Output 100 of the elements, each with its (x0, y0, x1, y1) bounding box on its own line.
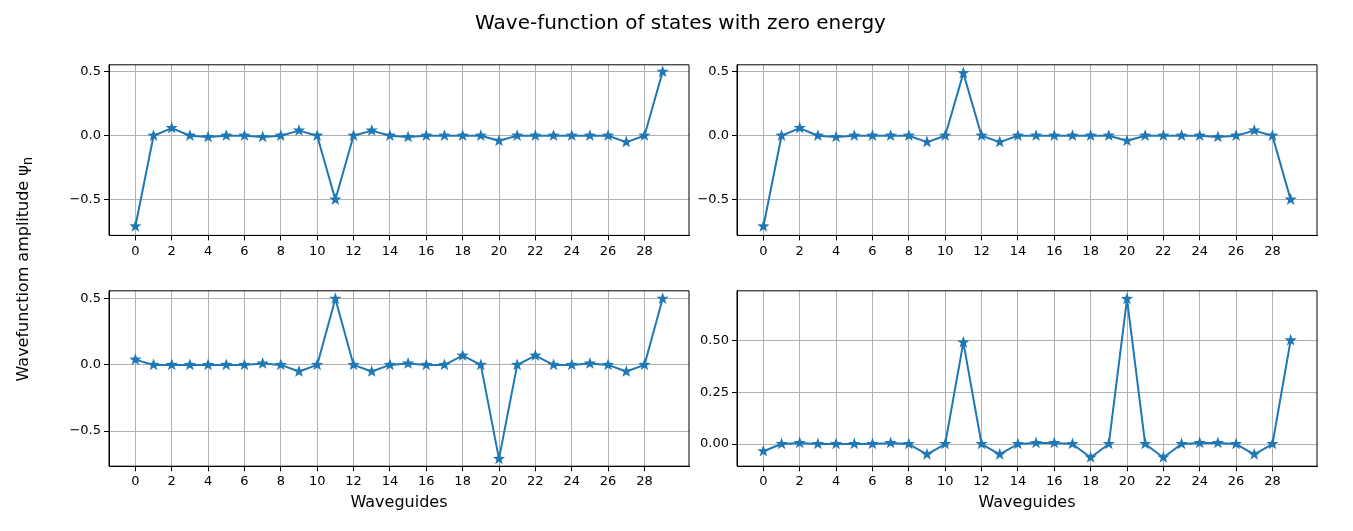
point (256, 357, 269, 369)
x-tick-label: 14 (381, 242, 399, 258)
x-tick-label: 10 (308, 242, 326, 258)
point (365, 365, 378, 377)
point (420, 129, 433, 141)
x-tick-label: 10 (308, 473, 326, 489)
x-tick-label: 6 (868, 473, 877, 489)
point (920, 447, 934, 460)
x-tick-label: 0 (759, 242, 768, 258)
x-tick-label: 2 (167, 473, 176, 489)
point (311, 129, 324, 141)
point (1211, 436, 1225, 449)
point (565, 358, 578, 371)
point (165, 121, 178, 134)
x-tick-label: 12 (345, 473, 362, 489)
point (511, 358, 524, 371)
point (1139, 437, 1152, 450)
x-tick-label: 16 (1046, 242, 1063, 258)
point (1011, 129, 1025, 141)
x-tick-label: 0 (131, 242, 140, 258)
y-tick-label: −0.5 (69, 190, 101, 206)
point (829, 437, 843, 450)
x-tick-label: 6 (240, 242, 249, 258)
point (1102, 129, 1115, 141)
point (1266, 437, 1279, 450)
point (975, 129, 988, 141)
x-tick-label: 14 (1009, 242, 1027, 258)
point (1193, 436, 1206, 449)
point (902, 129, 915, 141)
point (957, 66, 970, 79)
point (583, 129, 597, 141)
x-tick-label: 4 (831, 473, 841, 489)
x-tick-label: 24 (1191, 242, 1208, 258)
point (975, 437, 988, 450)
point (939, 437, 952, 450)
x-tick-label: 4 (203, 473, 213, 489)
x-axis-title: Waveguides (978, 491, 1076, 511)
x-axis-title: Waveguides (350, 491, 448, 511)
y-tick-label: −0.5 (69, 422, 101, 438)
point (511, 129, 524, 141)
x-tick-label: 14 (1009, 473, 1027, 489)
point (1029, 436, 1043, 449)
point (547, 129, 560, 141)
point (638, 129, 651, 141)
point (1193, 129, 1206, 141)
point (329, 292, 342, 304)
point (793, 121, 806, 134)
point (1120, 134, 1134, 147)
y-tick-label: 0.5 (80, 290, 101, 306)
point (1120, 292, 1134, 305)
x-tick-label: 12 (973, 242, 990, 258)
point (438, 358, 451, 371)
point (129, 219, 142, 232)
point (848, 437, 861, 450)
x-tick-label: 6 (240, 473, 249, 489)
point (274, 129, 287, 141)
y-tick-label: 0.0 (80, 127, 101, 143)
x-tick-label: 2 (167, 242, 176, 258)
x-tick-label: 20 (1118, 242, 1136, 258)
point (957, 335, 970, 348)
point (256, 130, 269, 143)
point (1229, 437, 1243, 450)
point (274, 358, 287, 371)
point (347, 358, 360, 371)
point (474, 358, 487, 371)
point (638, 358, 651, 371)
point (147, 129, 160, 141)
point (775, 437, 788, 450)
x-tick-label: 22 (527, 473, 544, 489)
x-tick-label: 2 (795, 242, 804, 258)
point (311, 358, 324, 371)
point (866, 129, 879, 141)
point (601, 358, 615, 371)
point (383, 358, 397, 371)
x-tick-label: 28 (636, 473, 653, 489)
point (757, 219, 770, 232)
x-tick-label: 26 (599, 242, 617, 258)
point (547, 358, 560, 371)
point (347, 129, 360, 141)
point (1175, 437, 1188, 450)
point (656, 292, 669, 304)
point (793, 436, 806, 449)
point (811, 129, 825, 141)
point (656, 65, 669, 78)
point (292, 365, 306, 377)
x-tick-label: 28 (1264, 473, 1281, 489)
x-tick-label: 0 (759, 473, 768, 489)
point (920, 135, 934, 148)
point (1229, 129, 1243, 141)
point (1066, 437, 1079, 450)
point (1248, 447, 1261, 460)
point (866, 437, 879, 450)
point (201, 358, 215, 371)
point (292, 124, 306, 136)
point (183, 358, 197, 371)
point (1139, 129, 1152, 141)
y-tick-label: 0.25 (700, 383, 729, 399)
point (902, 437, 915, 450)
point (939, 129, 952, 141)
point (1211, 130, 1225, 143)
